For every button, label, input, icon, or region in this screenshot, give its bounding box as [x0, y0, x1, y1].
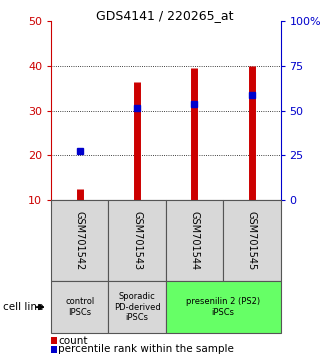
Text: control
IPSCs: control IPSCs — [65, 297, 94, 317]
Text: percentile rank within the sample: percentile rank within the sample — [58, 344, 234, 354]
Text: GSM701545: GSM701545 — [247, 211, 257, 270]
Text: GSM701542: GSM701542 — [75, 211, 85, 270]
Text: GDS4141 / 220265_at: GDS4141 / 220265_at — [96, 9, 234, 22]
Bar — [166, 200, 223, 281]
Bar — [51, 200, 109, 281]
Bar — [109, 200, 166, 281]
Text: count: count — [58, 336, 88, 346]
Text: presenilin 2 (PS2)
iPSCs: presenilin 2 (PS2) iPSCs — [186, 297, 260, 317]
Bar — [166, 281, 280, 333]
Text: GSM701543: GSM701543 — [132, 211, 142, 270]
Text: GSM701544: GSM701544 — [189, 211, 200, 270]
Bar — [223, 200, 280, 281]
Bar — [51, 281, 109, 333]
Bar — [109, 281, 166, 333]
Text: cell line: cell line — [3, 302, 44, 312]
Text: Sporadic
PD-derived
iPSCs: Sporadic PD-derived iPSCs — [114, 292, 160, 322]
